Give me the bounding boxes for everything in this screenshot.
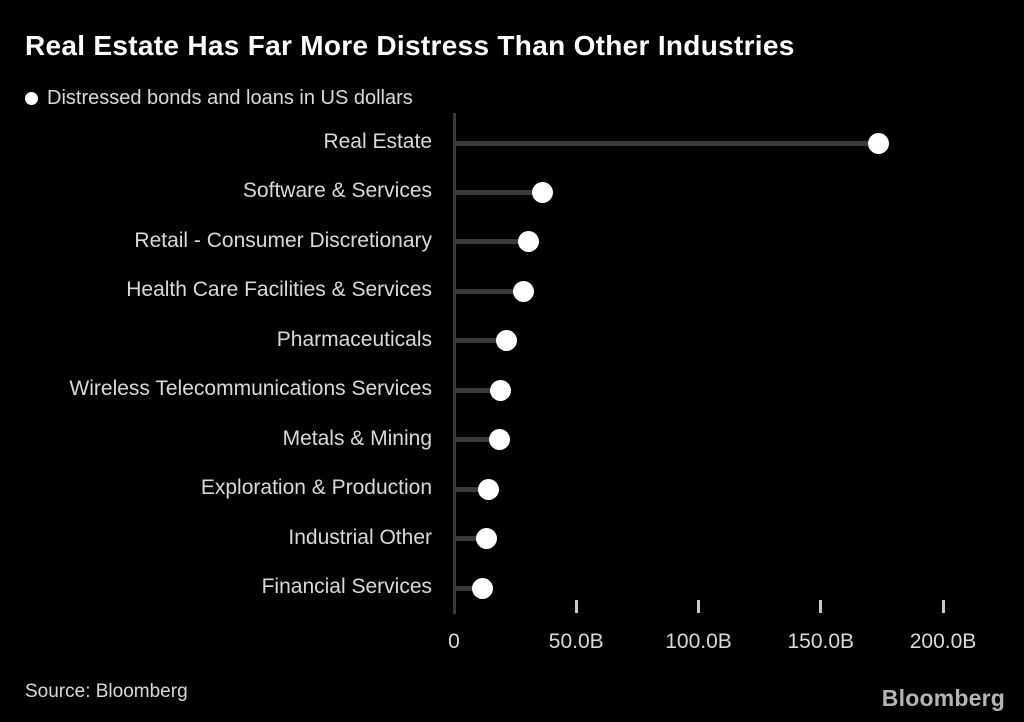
lollipop-stem xyxy=(456,486,489,492)
lollipop-stem xyxy=(456,239,529,245)
category-label: Pharmaceuticals xyxy=(276,327,432,351)
category-label: Software & Services xyxy=(242,179,432,203)
x-axis-tick xyxy=(941,600,945,613)
lollipop-stem xyxy=(456,288,524,294)
x-axis-tick-label: 150.0B xyxy=(787,630,855,653)
data-point-dot xyxy=(867,132,889,154)
legend-circle-icon xyxy=(25,92,38,105)
data-point-dot xyxy=(478,478,500,500)
category-label: Real Estate xyxy=(323,130,432,153)
y-axis-line xyxy=(453,113,456,614)
x-axis-tick xyxy=(819,600,823,613)
category-label: Wireless Telecommunications Services xyxy=(69,377,432,401)
category-label: Financial Services xyxy=(261,575,432,599)
category-label: Exploration & Production xyxy=(200,476,432,500)
plot-area: 0 Real Estate Software & Services Retail -… xyxy=(0,113,1024,673)
data-point-dot xyxy=(518,231,540,253)
legend-label: Distressed bonds and loans in US dollars xyxy=(47,87,413,109)
x-axis-tick xyxy=(574,600,578,613)
x-axis-tick xyxy=(697,600,700,613)
bloomberg-logo: Bloomberg xyxy=(881,685,1005,711)
lollipop-stem xyxy=(456,189,543,195)
data-point-dot xyxy=(496,330,518,352)
data-point-dot xyxy=(513,280,535,302)
category-label: Metals & Mining xyxy=(282,426,432,450)
data-point-dot xyxy=(490,379,512,401)
legend: Distressed bonds and loans in US dollars xyxy=(25,87,413,110)
chart-title: Real Estate Has Far More Distress Than O… xyxy=(25,30,795,61)
data-point-dot xyxy=(472,577,494,599)
category-label: Health Care Facilities & Services xyxy=(126,278,432,302)
x-axis-zero-label: 0 xyxy=(448,630,460,653)
x-axis-tick-label: 50.0B xyxy=(548,630,604,653)
lollipop-stem xyxy=(456,437,500,443)
data-point-dot xyxy=(489,429,511,451)
lollipop-stem xyxy=(456,387,501,393)
x-axis-tick-label: 200.0B xyxy=(909,630,977,653)
source-note: Source: Bloomberg xyxy=(25,681,188,702)
data-point-dot xyxy=(475,528,497,550)
x-axis-tick-label: 100.0B xyxy=(665,630,732,653)
category-label: Retail - Consumer Discretionary xyxy=(134,228,432,252)
category-label: Industrial Other xyxy=(288,525,432,549)
lollipop-stem xyxy=(456,536,487,542)
lollipop-stem xyxy=(456,338,507,344)
lollipop-stem xyxy=(456,140,879,146)
data-point-dot xyxy=(532,181,554,203)
lollipop-stem xyxy=(456,585,483,591)
